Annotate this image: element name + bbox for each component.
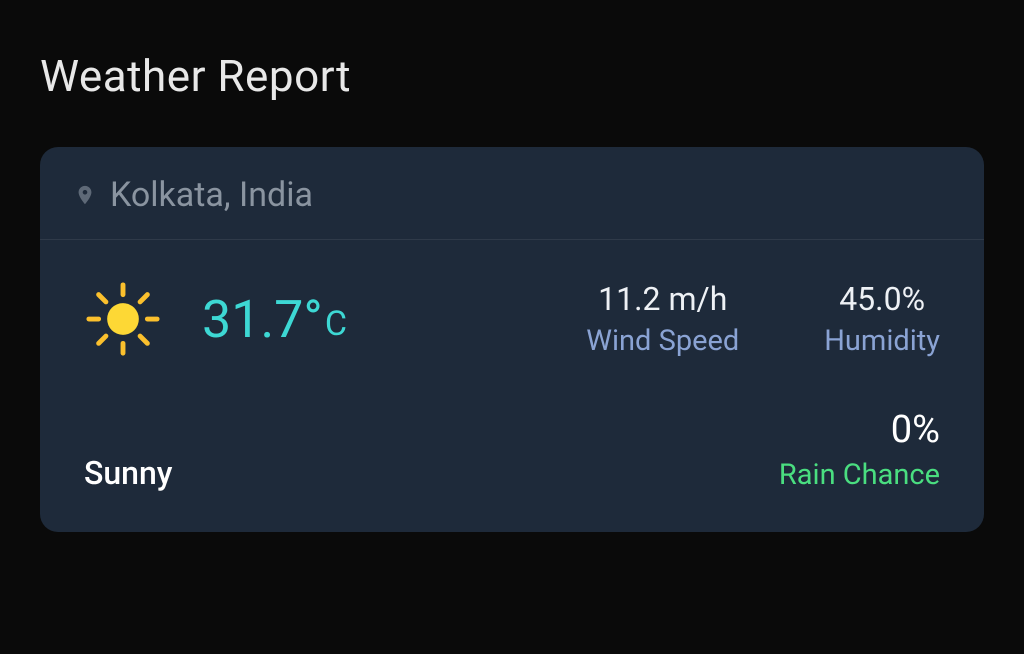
sun-icon xyxy=(84,280,162,358)
location-text: Kolkata, India xyxy=(110,175,313,215)
card-body: 31.7°C 11.2 m/h Wind Speed 45.0% Humidit… xyxy=(40,240,984,532)
humidity-value: 45.0% xyxy=(824,280,940,318)
map-pin-icon xyxy=(74,181,96,209)
main-row: 31.7°C 11.2 m/h Wind Speed 45.0% Humidit… xyxy=(84,280,940,358)
rain-label: Rain Chance xyxy=(779,458,940,492)
wind-label: Wind Speed xyxy=(586,324,739,358)
temperature-block: 31.7°C xyxy=(84,280,347,358)
temperature-value: 31.7°C xyxy=(202,289,347,350)
stats-block: 11.2 m/h Wind Speed 45.0% Humidity xyxy=(586,280,940,358)
temperature-degree: ° xyxy=(303,289,322,350)
temperature-number: 31.7 xyxy=(202,289,303,350)
humidity-stat: 45.0% Humidity xyxy=(824,280,940,358)
wind-stat: 11.2 m/h Wind Speed xyxy=(586,280,739,358)
wind-value: 11.2 m/h xyxy=(586,280,739,318)
page-title: Weather Report xyxy=(40,50,984,102)
humidity-label: Humidity xyxy=(824,324,940,358)
rain-value: 0% xyxy=(779,408,940,452)
temperature-unit: C xyxy=(325,304,347,344)
footer-row: Sunny 0% Rain Chance xyxy=(84,408,940,522)
rain-block: 0% Rain Chance xyxy=(779,408,940,492)
weather-card: Kolkata, India xyxy=(40,147,984,532)
condition-text: Sunny xyxy=(84,454,172,492)
card-header: Kolkata, India xyxy=(40,147,984,240)
